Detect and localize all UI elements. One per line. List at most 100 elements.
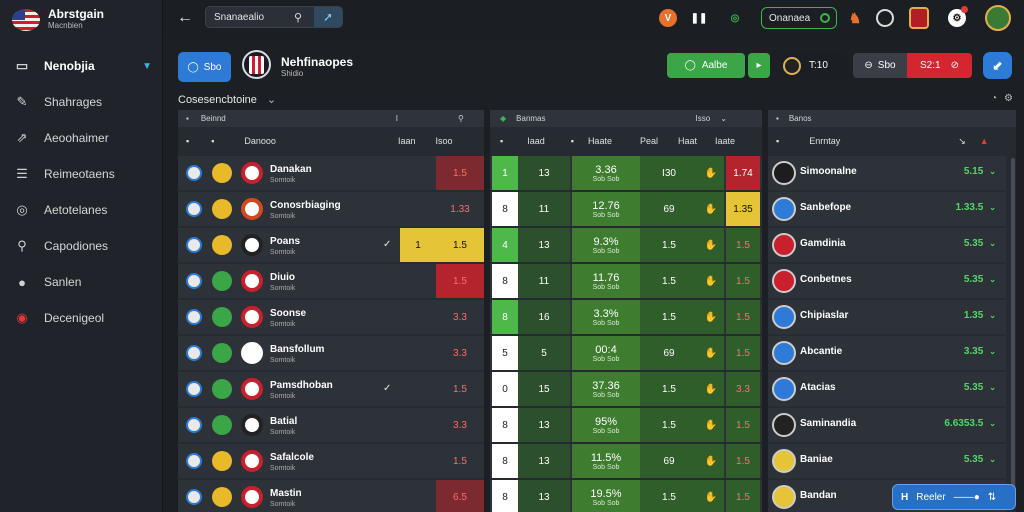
player-row[interactable]: Soonse Somtoik 3.3	[178, 300, 484, 334]
market-cell[interactable]: 1.5	[726, 480, 760, 512]
sort-icon[interactable]: ↘	[958, 135, 966, 146]
odd-cell[interactable]: 1.5	[436, 372, 484, 406]
team-row[interactable]: Saminandia 6.6353.5 ⌄	[768, 408, 1006, 442]
market-cell[interactable]: 1.5	[726, 228, 760, 262]
odd-cell[interactable]: 1.5	[436, 156, 484, 190]
market-cell[interactable]: 1.5	[640, 300, 698, 334]
column-header[interactable]: Danooo	[244, 136, 276, 146]
market-cell[interactable]: I30	[640, 156, 698, 190]
tab-label[interactable]: Banos	[788, 114, 812, 123]
search-go-icon[interactable]: ➚	[314, 7, 342, 27]
thumb-cell[interactable]: ✋	[698, 408, 724, 442]
market-cell[interactable]: 1.5	[726, 300, 760, 334]
thumb-cell[interactable]: ✋	[698, 300, 724, 334]
settings-icon[interactable]: ⚙	[1004, 93, 1013, 104]
odd-cell[interactable]: 1	[400, 228, 436, 262]
red-chip[interactable]: S2:1 ⊘	[907, 53, 972, 78]
odd-cell[interactable]	[400, 480, 436, 512]
sort-icon[interactable]: ▪	[500, 136, 504, 146]
notification-icon[interactable]: ⚙	[948, 6, 968, 27]
market-cell[interactable]: 16	[518, 300, 570, 334]
column-header[interactable]: Isoo	[435, 136, 453, 146]
thumb-cell[interactable]: ✋	[698, 444, 724, 478]
odd-cell[interactable]	[400, 408, 436, 442]
thumb-cell[interactable]: ✋	[698, 480, 724, 512]
odd-cell[interactable]: 3.3	[436, 336, 484, 370]
odd-cell[interactable]: 6.5	[436, 480, 484, 512]
column-header[interactable]: Enrntay	[809, 136, 841, 146]
thumb-cell[interactable]: ✋	[698, 192, 724, 226]
team-odds[interactable]: 5.35 ⌄	[964, 238, 996, 249]
market-row[interactable]: 8 11 11.76 Sob Sob 1.5 ✋ 1.5	[490, 264, 762, 298]
team-odds[interactable]: 3.35 ⌄	[964, 346, 996, 357]
odd-cell[interactable]	[400, 336, 436, 370]
team-odds[interactable]: 6.6353.5 ⌄	[944, 418, 996, 429]
thumb-cell[interactable]: ✋	[698, 336, 724, 370]
tab-label[interactable]: Isso	[695, 114, 711, 123]
percent-cell[interactable]: 11.76 Sob Sob	[572, 264, 640, 298]
market-cell[interactable]: 1.5	[726, 336, 760, 370]
tab-label[interactable]: Banmas	[516, 114, 546, 123]
green-button[interactable]: ◯ Aalbe	[667, 53, 745, 78]
toast[interactable]: H Reeler ——● ⇅	[892, 484, 1016, 510]
market-row[interactable]: 8 13 19.5% Sob Sob 1.5 ✋ 1.5	[490, 480, 762, 512]
back-arrow-icon[interactable]: ←	[177, 9, 193, 26]
search-input[interactable]: Snanaealio ⚲ ➚	[205, 6, 343, 28]
team-odds[interactable]: 5.35 ⌄	[964, 454, 996, 465]
odd-cell[interactable]: 1.5	[436, 228, 484, 262]
team-odds[interactable]: 5.35 ⌄	[964, 382, 996, 393]
market-cell[interactable]: 15	[518, 372, 570, 406]
market-cell[interactable]: 13	[518, 480, 570, 512]
percent-cell[interactable]: 37.36 Sob Sob	[572, 372, 640, 406]
slider-icon[interactable]: ——●	[953, 491, 980, 503]
odd-cell[interactable]: 1.5	[436, 444, 484, 478]
sidebar-item-4[interactable]: ◎ Aetotelanes	[0, 192, 162, 228]
team-odds[interactable]: 5.15 ⌄	[964, 166, 996, 177]
market-cell[interactable]: 3.3	[726, 372, 760, 406]
market-row[interactable]: 0 15 37.36 Sob Sob 1.5 ✋ 3.3	[490, 372, 762, 406]
market-cell[interactable]: 4	[492, 228, 518, 262]
sidebar-item-2[interactable]: ⇗ Aeoohaimer	[0, 120, 162, 156]
column-header[interactable]: Iaad	[527, 136, 545, 146]
tab-label[interactable]: Beinnd	[200, 114, 226, 123]
market-cell[interactable]: 1.5	[640, 480, 698, 512]
odd-cell[interactable]: 1.5	[436, 264, 484, 298]
market-cell[interactable]: 13	[518, 156, 570, 190]
chevron-down-icon[interactable]: ▼	[142, 60, 152, 72]
column-header[interactable]: Haat	[677, 136, 697, 146]
share-icon[interactable]: ⇅	[987, 491, 997, 503]
player-row[interactable]: Diuio Somtoik 1.5	[178, 264, 484, 298]
team-row[interactable]: Abcantie 3.35 ⌄	[768, 336, 1006, 370]
team-row[interactable]: Baniae 5.35 ⌄	[768, 444, 1006, 478]
market-cell[interactable]: 69	[640, 192, 698, 226]
thumb-cell[interactable]: ✋	[698, 156, 724, 190]
player-row[interactable]: Bansfollum Somtoik 3.3	[178, 336, 484, 370]
market-row[interactable]: 1 13 3.36 Sob Sob I30 ✋ 1.74	[490, 156, 762, 190]
sort-icon[interactable]: ▪	[186, 136, 190, 146]
team-odds[interactable]: 1.35 ⌄	[964, 310, 996, 321]
sort-icon[interactable]: ▪	[776, 136, 780, 146]
brand[interactable]: Abrstgain Macnbien	[0, 0, 162, 40]
odd-cell[interactable]	[400, 192, 436, 226]
market-row[interactable]: 8 11 12.76 Sob Sob 69 ✋ 1.35	[490, 192, 762, 226]
percent-cell[interactable]: 12.76 Sob Sob	[572, 192, 640, 226]
market-cell[interactable]: 1.5	[640, 264, 698, 298]
flame-icon[interactable]: V	[659, 9, 677, 27]
alert-icon[interactable]: ▲	[979, 136, 989, 146]
player-row[interactable]: Conosrbiaging Somtoik 1.33	[178, 192, 484, 226]
live-icon[interactable]: ◎	[730, 12, 740, 24]
market-cell[interactable]: 8	[492, 408, 518, 442]
odd-cell[interactable]	[400, 372, 436, 406]
market-cell[interactable]: 11	[518, 192, 570, 226]
play-button[interactable]: ▸	[748, 53, 770, 78]
market-row[interactable]: 5 5 00:4 Sob Sob 69 ✋ 1.5	[490, 336, 762, 370]
percent-cell[interactable]: 00:4 Sob Sob	[572, 336, 640, 370]
pause-icon[interactable]: ❚❚	[690, 12, 708, 24]
team-row[interactable]: Chipiaslar 1.35 ⌄	[768, 300, 1006, 334]
odd-cell[interactable]	[400, 264, 436, 298]
percent-cell[interactable]: 11.5% Sob Sob	[572, 444, 640, 478]
odd-cell[interactable]: 3.3	[436, 408, 484, 442]
odd-cell[interactable]	[400, 300, 436, 334]
score-chip[interactable]: T:10	[781, 53, 846, 78]
percent-cell[interactable]: 95% Sob Sob	[572, 408, 640, 442]
